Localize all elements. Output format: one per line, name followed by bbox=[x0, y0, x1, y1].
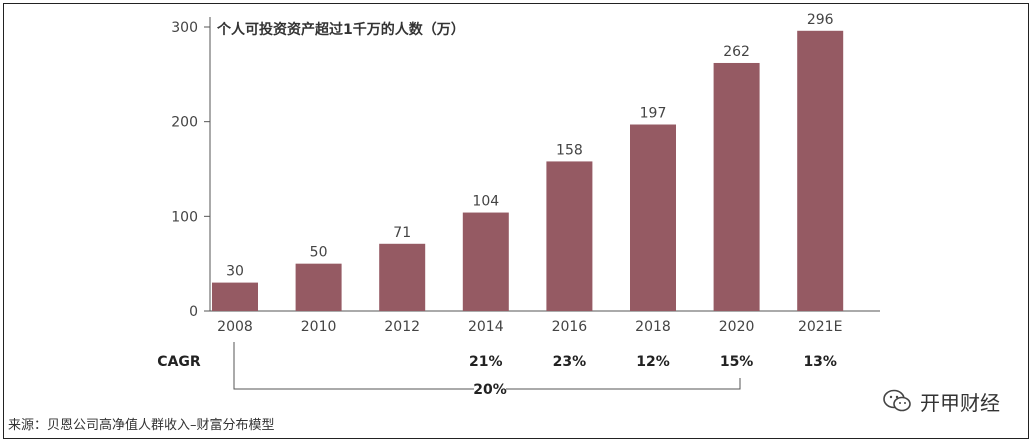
bar-value-label: 158 bbox=[556, 142, 583, 158]
bar bbox=[546, 161, 593, 311]
cagr-value: 21% bbox=[469, 354, 503, 370]
bar bbox=[212, 282, 258, 311]
brand-name: 开甲财经 bbox=[920, 390, 1000, 415]
bar bbox=[797, 30, 844, 311]
chart-title: 个人可投资资产超过1千万的人数（万） bbox=[216, 21, 465, 38]
bracket-line bbox=[233, 342, 474, 390]
bar-value-label: 50 bbox=[310, 245, 328, 261]
y-tick-label: 300 bbox=[171, 20, 198, 36]
cagr-value: 12% bbox=[636, 354, 670, 370]
brand: 开甲财经 bbox=[882, 386, 1000, 416]
x-tick-label: 2010 bbox=[301, 319, 337, 335]
x-tick-label: 2021E bbox=[798, 319, 842, 335]
overall-cagr-value: 20% bbox=[473, 382, 507, 398]
bar bbox=[295, 263, 342, 311]
bar bbox=[713, 62, 760, 312]
bar-value-label: 104 bbox=[472, 194, 499, 210]
cagr-label: CAGR bbox=[157, 354, 201, 370]
cagr-value: 13% bbox=[803, 354, 837, 370]
x-axis: 2008 2010 2012 2014 2016 2018 2020 2021E bbox=[210, 310, 880, 335]
bar-value-label: 30 bbox=[226, 264, 244, 280]
y-tick-label: 100 bbox=[171, 209, 198, 225]
x-tick-label: 2020 bbox=[719, 319, 755, 335]
bar bbox=[630, 124, 676, 311]
bar-value-label: 262 bbox=[723, 44, 750, 60]
chart-frame bbox=[3, 3, 1029, 439]
x-tick-label: 2018 bbox=[635, 319, 671, 335]
bars: 30 50 71 104 158 197 262 296 bbox=[212, 12, 844, 312]
bar-value-label: 197 bbox=[640, 106, 667, 122]
x-tick-label: 2008 bbox=[217, 319, 253, 335]
bar-value-label: 296 bbox=[807, 12, 834, 28]
cagr-value: 15% bbox=[720, 354, 754, 370]
x-tick-label: 2014 bbox=[468, 319, 504, 335]
cagr-row: 21% 23% 12% 15% 13% bbox=[469, 354, 837, 370]
overall-cagr-bracket: 20% bbox=[233, 342, 741, 398]
wechat-icon bbox=[883, 389, 911, 412]
bar-value-label: 71 bbox=[393, 225, 411, 241]
source-note: 来源：贝恩公司高净值人群收入–财富分布模型 bbox=[8, 418, 275, 433]
bracket-line bbox=[506, 378, 741, 390]
y-tick-label: 200 bbox=[171, 115, 198, 131]
x-tick-label: 2016 bbox=[552, 319, 588, 335]
cagr-value: 23% bbox=[553, 354, 587, 370]
bar bbox=[462, 212, 509, 311]
y-tick-label: 0 bbox=[189, 304, 198, 320]
x-tick-label: 2012 bbox=[384, 319, 420, 335]
y-axis: 0 100 200 300 bbox=[171, 17, 211, 320]
bar bbox=[379, 243, 426, 311]
